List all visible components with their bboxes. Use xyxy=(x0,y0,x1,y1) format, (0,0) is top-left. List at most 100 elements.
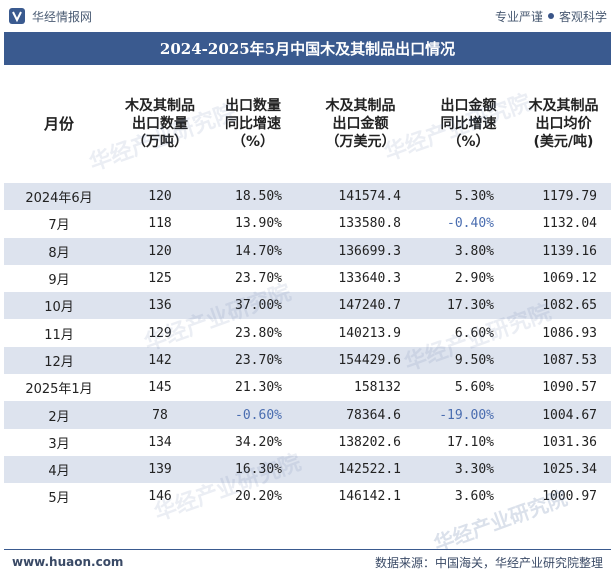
table-row: 3月 134 34.20% 138202.6 17.10% 1031.36 xyxy=(4,429,611,456)
cell-qty-yoy: 13.90% xyxy=(206,210,300,237)
cell-export-amount: 158132 xyxy=(300,374,421,401)
cell-qty-yoy: 34.20% xyxy=(206,429,300,456)
table-row: 2024年6月 120 18.50% 141574.4 5.30% 1179.79 xyxy=(4,183,611,211)
cell-month: 12月 xyxy=(4,346,114,375)
table-row: 2月 78 -0.60% 78364.6 -19.00% 1004.67 xyxy=(4,401,611,429)
cell-month: 10月 xyxy=(4,292,114,320)
cell-export-amount-text: 141574.4 xyxy=(338,189,401,205)
cell-export-qty-text: 145 xyxy=(148,380,172,396)
table-row: 2025年1月 145 21.30% 158132 5.60% 1090.57 xyxy=(4,374,611,401)
cell-avg-price-text: 1000.97 xyxy=(542,489,597,505)
cell-export-amount: 140213.9 xyxy=(300,319,421,346)
cell-export-qty: 134 xyxy=(114,429,206,456)
cell-amount-yoy: 2.90% xyxy=(421,265,516,292)
cell-amount-yoy: 3.80% xyxy=(421,237,516,265)
brand[interactable]: 华经情报网 xyxy=(0,7,92,25)
table-row: 12月 142 23.70% 154429.6 9.50% 1087.53 xyxy=(4,346,611,375)
cell-amount-yoy-text: -19.00% xyxy=(439,407,494,423)
cell-avg-price-text: 1069.12 xyxy=(542,271,597,287)
col-header-month: 月份 xyxy=(4,65,114,183)
cell-amount-yoy: 5.30% xyxy=(421,183,516,211)
cell-qty-yoy: 16.30% xyxy=(206,455,300,484)
cell-month-text: 4月 xyxy=(48,464,70,480)
cell-amount-yoy: 17.30% xyxy=(421,292,516,320)
cell-month-text: 2024年6月 xyxy=(25,191,93,207)
cell-export-qty-text: 134 xyxy=(148,434,172,450)
cell-avg-price: 1025.34 xyxy=(516,455,611,484)
cell-qty-yoy-text: 23.80% xyxy=(235,325,282,341)
cell-month: 2025年1月 xyxy=(4,374,114,401)
col-header-avg-price: 木及其制品 出口均价 (美元/吨) xyxy=(516,65,611,183)
table-row: 9月 125 23.70% 133640.3 2.90% 1069.12 xyxy=(4,265,611,292)
cell-export-amount-text: 147240.7 xyxy=(338,298,401,314)
cell-export-qty: 136 xyxy=(114,292,206,320)
cell-avg-price: 1031.36 xyxy=(516,429,611,456)
table-row: 8月 120 14.70% 136699.3 3.80% 1139.16 xyxy=(4,237,611,265)
cell-avg-price-text: 1139.16 xyxy=(542,243,597,259)
cell-month: 3月 xyxy=(4,429,114,456)
cell-export-amount: 142522.1 xyxy=(300,455,421,484)
cell-amount-yoy-text: 3.60% xyxy=(454,489,494,505)
cell-export-qty: 125 xyxy=(114,265,206,292)
huajing-logo-icon xyxy=(9,8,25,24)
table-title: 2024-2025年5月中国木及其制品出口情况 xyxy=(4,32,611,65)
cell-export-qty-text: 129 xyxy=(148,325,172,341)
cell-export-amount-text: 133640.3 xyxy=(338,271,401,287)
cell-month: 4月 xyxy=(4,455,114,484)
cell-month: 2024年6月 xyxy=(4,183,114,211)
cell-avg-price-text: 1087.53 xyxy=(542,352,597,368)
cell-avg-price-text: 1025.34 xyxy=(542,462,597,478)
col-header-amount-yoy: 出口金额 同比增速 （%） xyxy=(421,65,516,183)
cell-qty-yoy-text: 20.20% xyxy=(235,489,282,505)
cell-export-qty: 120 xyxy=(114,237,206,265)
cell-month: 2月 xyxy=(4,401,114,429)
top-bar: 华经情报网 专业严谨 客观科学 xyxy=(0,0,615,32)
cell-amount-yoy: 6.60% xyxy=(421,319,516,346)
table-body: 2024年6月 120 18.50% 141574.4 5.30% 1179.79 7月 11… xyxy=(4,183,611,511)
cell-month-text: 5月 xyxy=(48,491,70,507)
table-row: 11月 129 23.80% 140213.9 6.60% 1086.93 xyxy=(4,319,611,346)
cell-export-amount-text: 138202.6 xyxy=(338,434,401,450)
cell-export-amount: 136699.3 xyxy=(300,237,421,265)
cell-amount-yoy-text: -0.40% xyxy=(447,216,494,232)
table-header-row: 月份 木及其制品 出口数量 （万吨） 出口数量 同比增速 （%） 木及其制品 出口金额… xyxy=(4,65,611,183)
cell-avg-price-text: 1132.04 xyxy=(542,216,597,232)
table-row: 7月 118 13.90% 133580.8 -0.40% 1132.04 xyxy=(4,210,611,237)
cell-month-text: 9月 xyxy=(48,273,70,289)
cell-export-qty: 118 xyxy=(114,210,206,237)
table-row: 5月 146 20.20% 146142.1 3.60% 1000.97 xyxy=(4,483,611,510)
cell-export-qty: 120 xyxy=(114,183,206,211)
cell-month-text: 7月 xyxy=(48,218,70,234)
cell-avg-price-text: 1086.93 xyxy=(542,325,597,341)
cell-export-amount: 78364.6 xyxy=(300,401,421,429)
cell-qty-yoy-text: -0.60% xyxy=(235,407,282,423)
cell-qty-yoy-text: 14.70% xyxy=(235,243,282,259)
cell-amount-yoy: 5.60% xyxy=(421,374,516,401)
cell-export-qty-text: 142 xyxy=(148,352,172,368)
cell-amount-yoy-text: 17.10% xyxy=(447,434,494,450)
cell-qty-yoy: 37.00% xyxy=(206,292,300,320)
cell-export-qty-text: 146 xyxy=(148,489,172,505)
cell-amount-yoy: 9.50% xyxy=(421,346,516,375)
cell-export-amount-text: 133580.8 xyxy=(338,216,401,232)
cell-export-qty-text: 136 xyxy=(148,298,172,314)
cell-month: 11月 xyxy=(4,319,114,346)
cell-avg-price: 1179.79 xyxy=(516,183,611,211)
cell-amount-yoy: 3.30% xyxy=(421,455,516,484)
cell-avg-price: 1069.12 xyxy=(516,265,611,292)
cell-amount-yoy-text: 5.30% xyxy=(454,189,494,205)
cell-export-qty: 139 xyxy=(114,455,206,484)
brand-name: 华经情报网 xyxy=(32,9,93,24)
cell-avg-price-text: 1090.57 xyxy=(542,380,597,396)
cell-month-text: 11月 xyxy=(44,327,74,343)
cell-amount-yoy-text: 3.30% xyxy=(454,462,494,478)
cell-export-amount-text: 158132 xyxy=(354,380,401,396)
site-link[interactable]: www.huaon.com xyxy=(12,555,124,569)
cell-qty-yoy-text: 16.30% xyxy=(235,462,282,478)
cell-qty-yoy-text: 18.50% xyxy=(235,189,282,205)
cell-export-amount: 133580.8 xyxy=(300,210,421,237)
col-header-export-amount: 木及其制品 出口金额 （万美元） xyxy=(300,65,421,183)
col-header-export-qty: 木及其制品 出口数量 （万吨） xyxy=(114,65,206,183)
cell-amount-yoy-text: 3.80% xyxy=(454,243,494,259)
cell-avg-price: 1132.04 xyxy=(516,210,611,237)
